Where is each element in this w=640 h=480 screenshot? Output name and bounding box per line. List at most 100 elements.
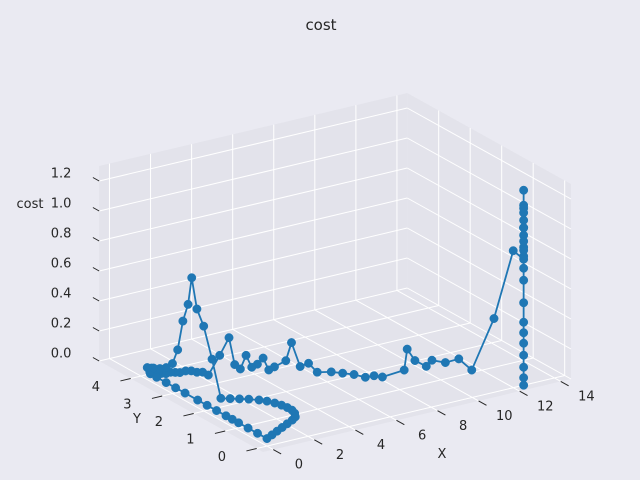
data-point	[202, 400, 212, 410]
z-tick-mark	[92, 357, 100, 362]
data-point	[244, 394, 254, 404]
data-point	[216, 393, 226, 403]
data-point	[235, 394, 244, 404]
data-point	[192, 304, 202, 314]
x-grid-floor	[396, 289, 561, 382]
data-point	[168, 359, 177, 369]
z-grid-side	[406, 287, 572, 380]
data-point	[254, 395, 264, 405]
data-point	[519, 263, 529, 273]
x-tick-label: 2	[336, 448, 344, 463]
z-tick-label: 0.4	[51, 286, 72, 301]
data-point	[519, 236, 529, 246]
z-grid-side	[406, 167, 572, 260]
data-point	[193, 395, 203, 405]
data-point	[304, 358, 313, 368]
data-point	[234, 418, 244, 428]
y-tick-label: 4	[92, 380, 100, 395]
data-point	[178, 316, 188, 326]
z-tick-mark	[92, 207, 100, 212]
z-grid-side	[406, 197, 572, 290]
data-point	[187, 273, 197, 283]
data-point	[519, 275, 529, 285]
data-point	[519, 317, 529, 327]
x-tick-mark	[478, 400, 487, 406]
data-point	[440, 358, 450, 368]
chart-panes	[99, 93, 571, 452]
x-tick-label: 0	[295, 458, 303, 473]
y-tick-mark	[183, 413, 194, 417]
data-point	[338, 368, 348, 378]
data-point	[519, 245, 529, 255]
z-tick-mark	[92, 267, 100, 272]
data-point	[519, 298, 529, 308]
y-grid-floor	[162, 322, 471, 397]
z-grid-side	[406, 107, 572, 200]
z-grid-back	[99, 107, 408, 182]
data-point	[508, 246, 518, 256]
x-tick-mark	[437, 410, 446, 416]
z-grid-back	[99, 257, 408, 332]
x-tick-label: 12	[537, 399, 554, 414]
data-point	[519, 254, 529, 264]
data-point	[264, 365, 274, 375]
data-point	[519, 223, 529, 233]
data-point	[199, 321, 209, 331]
data-point	[270, 398, 280, 408]
data-point	[173, 345, 183, 355]
y-tick-mark	[246, 448, 257, 452]
data-point	[519, 338, 529, 348]
y-tick-mark	[120, 378, 131, 382]
z-grid-back	[99, 287, 408, 362]
data-point	[207, 354, 217, 364]
data-point	[142, 363, 152, 373]
z-grid-side	[406, 227, 572, 320]
data-point	[399, 365, 409, 375]
data-point	[262, 396, 272, 406]
data-point	[225, 394, 235, 404]
y-grid-floor	[256, 375, 565, 449]
z-grid-side	[406, 257, 572, 350]
x-tick-mark	[273, 449, 282, 455]
z-grid-back	[99, 167, 408, 242]
data-point	[281, 356, 291, 366]
x-tick-mark	[519, 390, 528, 396]
back-pane	[99, 93, 408, 361]
y-tick-mark	[151, 395, 163, 399]
data-point	[295, 362, 305, 371]
y-tick-label: 0	[218, 450, 226, 465]
data-point	[212, 406, 222, 416]
data-point	[377, 372, 387, 382]
data-point	[519, 380, 529, 390]
data-point	[402, 344, 412, 354]
data-point	[152, 372, 162, 382]
data-point	[253, 428, 262, 438]
data-point	[258, 353, 268, 363]
data-point	[519, 215, 529, 225]
x-tick-label: 6	[418, 428, 426, 443]
data-point	[519, 185, 529, 195]
y-tick-label: 2	[155, 415, 163, 430]
x-grid-floor	[355, 299, 520, 392]
x-tick-mark	[396, 419, 405, 426]
x-tick-label: 4	[377, 438, 385, 453]
data-point	[360, 372, 370, 382]
x-tick-mark	[355, 429, 364, 435]
data-point	[410, 356, 420, 365]
data-point	[467, 365, 477, 375]
y-tick-label: 1	[186, 432, 194, 447]
z-tick-mark	[92, 297, 100, 302]
z-tick-mark	[92, 237, 100, 242]
data-point	[489, 314, 499, 323]
data-point	[326, 367, 336, 377]
z-grid-back	[99, 197, 408, 272]
data-point	[454, 354, 464, 364]
data-point	[161, 378, 171, 388]
x-tick-mark	[314, 439, 323, 445]
z-tick-label: 0.0	[51, 346, 72, 361]
z-grid-back	[99, 227, 408, 302]
data-point	[519, 350, 529, 360]
chart-series	[142, 185, 529, 444]
